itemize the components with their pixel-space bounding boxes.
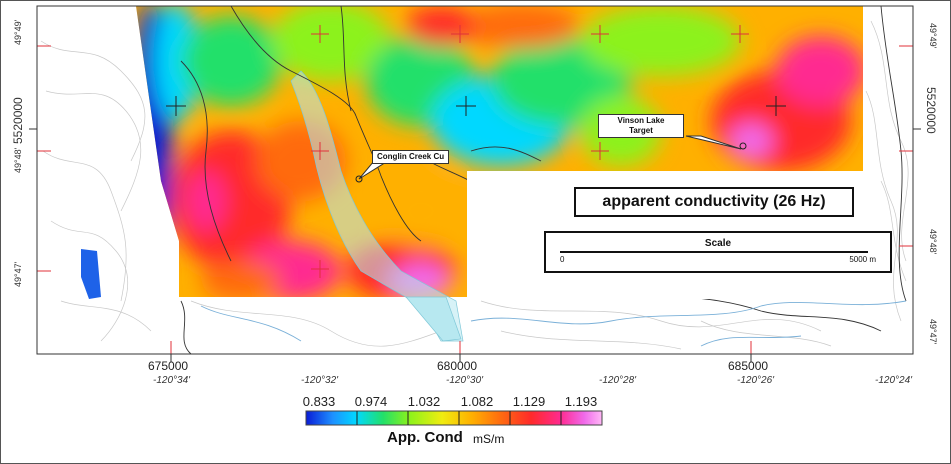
latitude-right-2: 49°48' — [928, 229, 938, 255]
northing-right: 5520000 — [924, 87, 938, 134]
vinson-lake-line1: Vinson Lake — [617, 116, 665, 125]
legend-tick: 0.974 — [354, 394, 388, 409]
vinson-marker — [739, 142, 747, 150]
longitude-4: -120°28' — [599, 375, 637, 386]
legend-title: App. Cond — [387, 429, 463, 446]
longitude-6: -120°24' — [875, 375, 913, 386]
longitude-3: -120°30' — [446, 375, 484, 386]
conglin-marker — [355, 175, 363, 183]
longitude-5: -120°26' — [737, 375, 775, 386]
legend-tick: 0.833 — [302, 394, 336, 409]
legend-tick: 1.032 — [407, 394, 441, 409]
longitude-2: -120°32' — [301, 375, 339, 386]
legend-tick: 1.082 — [460, 394, 494, 409]
map-title: apparent conductivity (26 Hz) — [574, 187, 854, 217]
latitude-right-1: 49°49' — [928, 23, 938, 49]
scale-min: 0 — [560, 255, 565, 264]
easting-675000: 675000 — [148, 359, 189, 373]
scale-label: Scale — [704, 238, 732, 249]
isolated-anomaly — [81, 249, 101, 299]
legend-tick: 1.193 — [564, 394, 598, 409]
easting-685000: 685000 — [728, 359, 769, 373]
latitude-right-3: 49°47' — [928, 319, 938, 345]
latitude-left-3: 49°47' — [13, 261, 23, 287]
creek-channel — [405, 296, 462, 342]
axis-ticks — [29, 128, 921, 362]
conglin-creek-label: Conglin Creek Cu — [372, 150, 450, 164]
legend-dividers — [356, 411, 562, 425]
easting-680000: 680000 — [437, 359, 478, 373]
topographic-contours — [40, 20, 909, 350]
latitude-left-2: 49°48' — [13, 147, 23, 173]
scale-max: 5000 m — [849, 255, 876, 264]
lat-lon-ticks — [37, 25, 913, 354]
legend-tick: 1.129 — [512, 394, 546, 409]
longitude-1: -120°34' — [153, 375, 191, 386]
grid-crosses — [166, 96, 786, 116]
streams — [200, 300, 907, 347]
northing-left: 5520000 — [11, 97, 25, 144]
scale-box: Scale 0 5000 m — [544, 231, 892, 273]
conductivity-field — [136, 6, 863, 297]
legend-color-bar — [305, 410, 603, 426]
vinson-lake-label: Vinson Lake Target — [598, 114, 684, 138]
legend-unit: mS/m — [473, 432, 505, 446]
latitude-left-1: 49°49' — [13, 19, 23, 45]
scale-bar — [560, 251, 868, 253]
vinson-lake-line2: Target — [629, 126, 653, 135]
callout-leaders — [358, 135, 742, 180]
map-border — [36, 5, 914, 355]
